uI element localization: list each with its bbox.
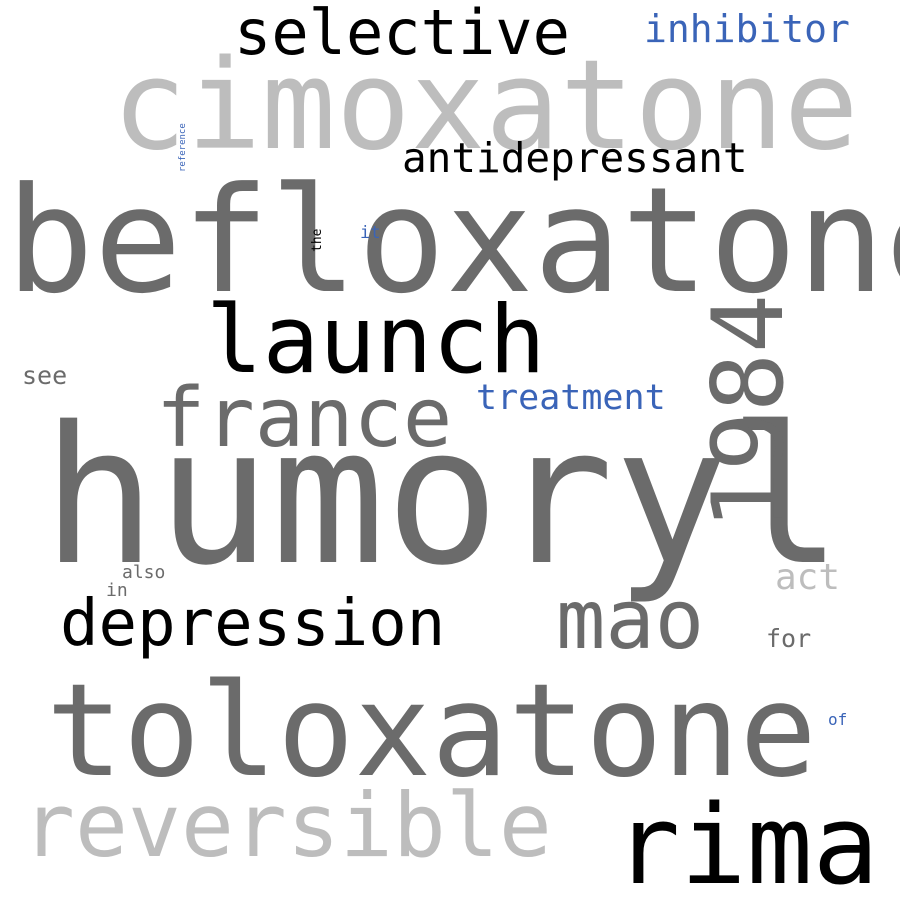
word-rima: rima [614, 781, 879, 900]
word-treatment: treatment [476, 378, 666, 418]
word-humoryl: humoryl [42, 386, 843, 607]
word-depression: depression [60, 587, 446, 661]
word-launch: launch [206, 286, 546, 395]
word-see: see [22, 361, 68, 390]
word-france: france [156, 371, 453, 466]
word-befloxatone: befloxatone [6, 156, 900, 326]
word-the: the [310, 228, 325, 252]
word-reference: reference [178, 123, 188, 172]
word-reversible: reversible [22, 774, 552, 877]
word-antidepressant: antidepressant [402, 134, 748, 182]
word-for: for [766, 624, 812, 653]
word-in: in [106, 580, 128, 601]
word-cimoxatone: cimoxatone [112, 34, 859, 178]
word-selective: selective [234, 0, 570, 69]
word-1984: 1984 [692, 293, 806, 530]
word-inhibitor: inhibitor [644, 7, 850, 51]
word-mao: mao [556, 573, 705, 668]
word-of: of [828, 710, 848, 729]
word-dash: - [604, 153, 610, 163]
word-also: also [122, 562, 166, 583]
word-toloxatone: toloxatone [46, 657, 817, 806]
word-act: act [775, 557, 841, 598]
word-it: it [360, 223, 381, 243]
